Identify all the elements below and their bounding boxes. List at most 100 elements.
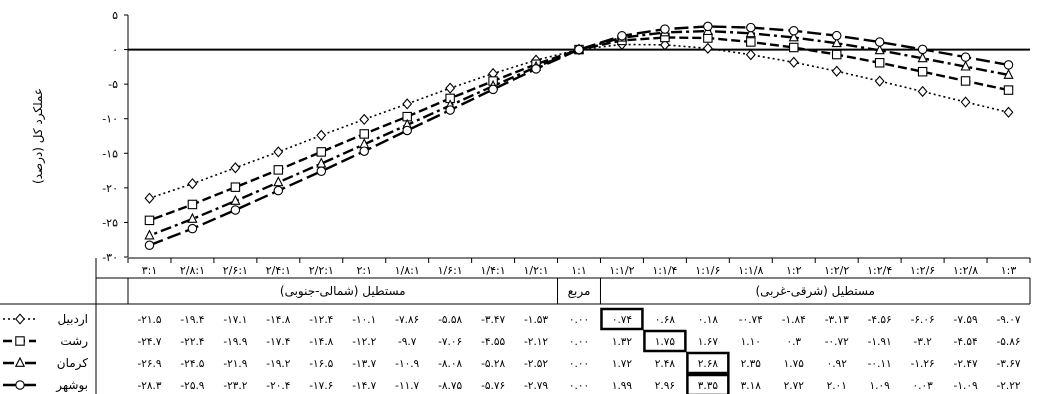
x-category-label: ۱:۲ xyxy=(786,264,802,277)
y-tick-label: ۰ xyxy=(112,44,118,57)
row-label: کرمان xyxy=(57,356,89,371)
table-cell: -۳.۲ xyxy=(913,336,932,348)
table-cell: -۵.۵۸ xyxy=(438,314,462,326)
table-cell: -۱۷.۶ xyxy=(309,380,333,392)
x-category-label: ۲/۲:۱ xyxy=(309,264,334,277)
y-tick-label: -۲۵ xyxy=(102,216,118,229)
table-cell: -۱۷.۴ xyxy=(266,336,290,348)
x-category-label: ۱:۲/۲ xyxy=(824,264,849,277)
point-marker xyxy=(402,125,412,136)
row-label: بوشهر xyxy=(55,378,88,393)
table-cell: -۲.۱۲ xyxy=(524,336,548,348)
point-marker xyxy=(359,113,370,126)
point-marker xyxy=(187,199,198,210)
x-category-label: ۲/۶:۱ xyxy=(223,264,248,277)
y-tick-label: -۱۵ xyxy=(102,147,118,160)
point-marker xyxy=(1003,85,1014,95)
x-category-label: ۱:۱/۴ xyxy=(652,264,677,277)
max-value-box xyxy=(643,329,687,353)
x-group-label: مربع xyxy=(568,284,591,299)
table-cell: ۲.۴۸ xyxy=(655,358,676,370)
table-cell: -۶.۰۶ xyxy=(911,314,935,326)
table-cell: -۵.۲۸ xyxy=(481,358,505,370)
point-marker xyxy=(187,178,198,190)
point-marker xyxy=(316,129,327,141)
point-marker xyxy=(874,37,885,47)
point-marker xyxy=(831,30,842,41)
point-marker xyxy=(917,85,928,98)
x-axis: ۱:۳ ۱:۲/۸ ۱:۲/۶ ۱:۲/۴ ۱:۲/۲ ۱:۲ ۱:۱/۸ ۱:۱/۶ ۱:۱/… xyxy=(0,257,1031,305)
x-category-label: ۲/۴:۱ xyxy=(266,264,291,277)
table-cell: ۱.۳۲ xyxy=(612,336,633,348)
table-cell: -۱۰.۹ xyxy=(395,358,419,370)
point-marker xyxy=(917,66,928,77)
table-cell: -۵.۸۶ xyxy=(997,336,1021,348)
point-marker xyxy=(617,31,627,41)
point-marker xyxy=(788,56,799,68)
y-tick-label: -۳۰ xyxy=(102,251,118,264)
table-cell: ۱.۹۹ xyxy=(612,380,633,392)
table-cell: -۰.۱۱ xyxy=(868,358,892,370)
point-marker xyxy=(273,185,284,196)
table-cell: -۲.۴۷ xyxy=(954,358,978,370)
point-marker xyxy=(144,192,155,204)
table-cell: -۸.۷۵ xyxy=(438,380,462,392)
point-marker xyxy=(788,31,799,42)
table-cell: -۲۳.۲ xyxy=(223,380,247,392)
point-marker xyxy=(831,65,842,77)
table-cell: ۰.۰۰ xyxy=(569,314,589,326)
table-cell: -۷.۸۶ xyxy=(395,314,419,326)
point-marker xyxy=(402,98,413,110)
point-marker xyxy=(831,36,842,48)
y-tick-label: -۱۰ xyxy=(102,113,118,126)
point-marker xyxy=(703,33,713,43)
x-category-label: ۱:۱ xyxy=(571,264,587,277)
point-marker xyxy=(230,194,241,205)
point-marker xyxy=(960,60,971,71)
point-marker xyxy=(831,49,842,60)
point-marker xyxy=(703,21,713,32)
point-marker xyxy=(230,182,241,192)
table-cell: -۱.۰۹ xyxy=(954,380,978,392)
table-cell: ۱.۶۷ xyxy=(698,336,719,348)
point-marker xyxy=(144,240,155,250)
point-marker xyxy=(960,52,971,62)
x-category-label: ۱:۱/۲ xyxy=(609,264,634,277)
table-cell: -۲۱.۹ xyxy=(223,358,247,370)
point-marker xyxy=(445,105,455,115)
table-cell: ۲.۰۱ xyxy=(827,380,847,392)
point-marker xyxy=(445,82,456,94)
point-marker xyxy=(874,58,885,68)
point-marker xyxy=(746,37,756,47)
table-cell: ۰.۱۸ xyxy=(698,314,719,326)
series-line xyxy=(149,25,1009,247)
point-marker xyxy=(874,75,885,87)
table-cell: -۲۸.۳ xyxy=(137,380,161,392)
table-cell: ۲.۷۲ xyxy=(784,380,805,392)
x-category-label: ۱:۲/۸ xyxy=(953,264,978,277)
point-marker xyxy=(746,22,756,33)
table-cell: -۸.۰۸ xyxy=(438,358,462,370)
table-cell: ۱.۷۵ xyxy=(784,358,805,370)
point-marker xyxy=(702,42,713,54)
max-value-box xyxy=(600,307,644,331)
x-category-label: ۱:۱/۸ xyxy=(738,264,763,277)
table-cell: -۱۱.۷ xyxy=(395,380,419,392)
table-cell: -۲۶.۹ xyxy=(137,358,161,370)
table-cell: -۲۵.۹ xyxy=(180,380,204,392)
table-cell: -۱۳.۷ xyxy=(352,358,376,370)
x-category-label: ۳:۱ xyxy=(142,264,158,277)
point-marker xyxy=(789,42,799,53)
table-cell: -۲.۷۹ xyxy=(524,380,548,392)
table-cell: -۱۴.۸ xyxy=(266,314,290,326)
x-group-label: مستطیل (شرقی-غربی) xyxy=(756,284,875,299)
table-cell: -۱.۵۳ xyxy=(524,314,548,326)
max-value-box xyxy=(686,373,730,394)
x-category-label: ۱/۶:۱ xyxy=(438,264,463,277)
table-cell: -۲۱.۵ xyxy=(137,314,161,326)
point-marker xyxy=(144,215,155,226)
x-category-label: ۱:۳ xyxy=(1001,264,1017,277)
y-tick-label: ۵ xyxy=(112,9,118,22)
table-cell: ۰.۰۳ xyxy=(912,380,933,392)
